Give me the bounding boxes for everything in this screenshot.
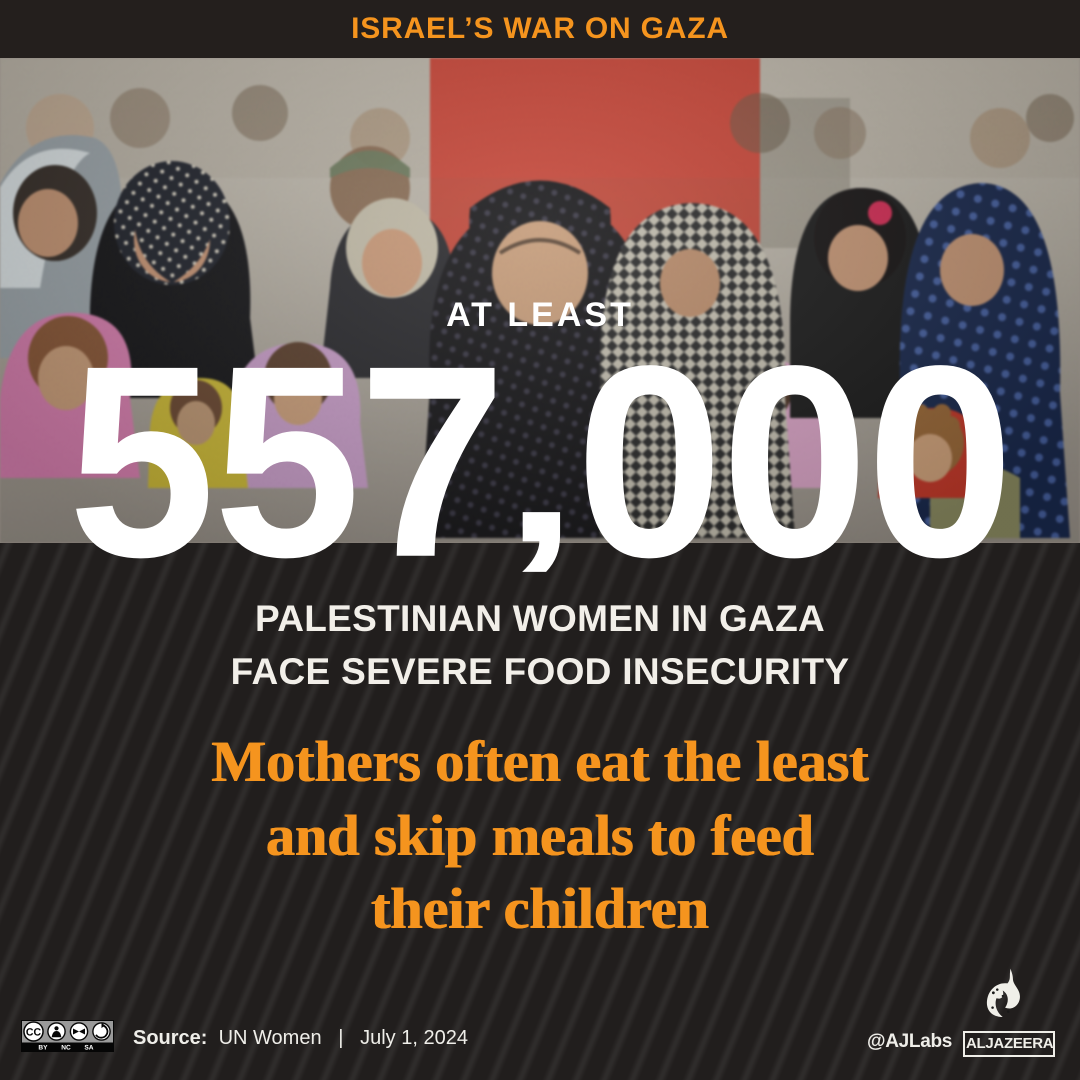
svg-text:BY: BY: [38, 1044, 48, 1051]
svg-text:NC: NC: [61, 1044, 71, 1051]
svg-text:SA: SA: [84, 1044, 93, 1051]
svg-text:CC: CC: [26, 1027, 42, 1039]
